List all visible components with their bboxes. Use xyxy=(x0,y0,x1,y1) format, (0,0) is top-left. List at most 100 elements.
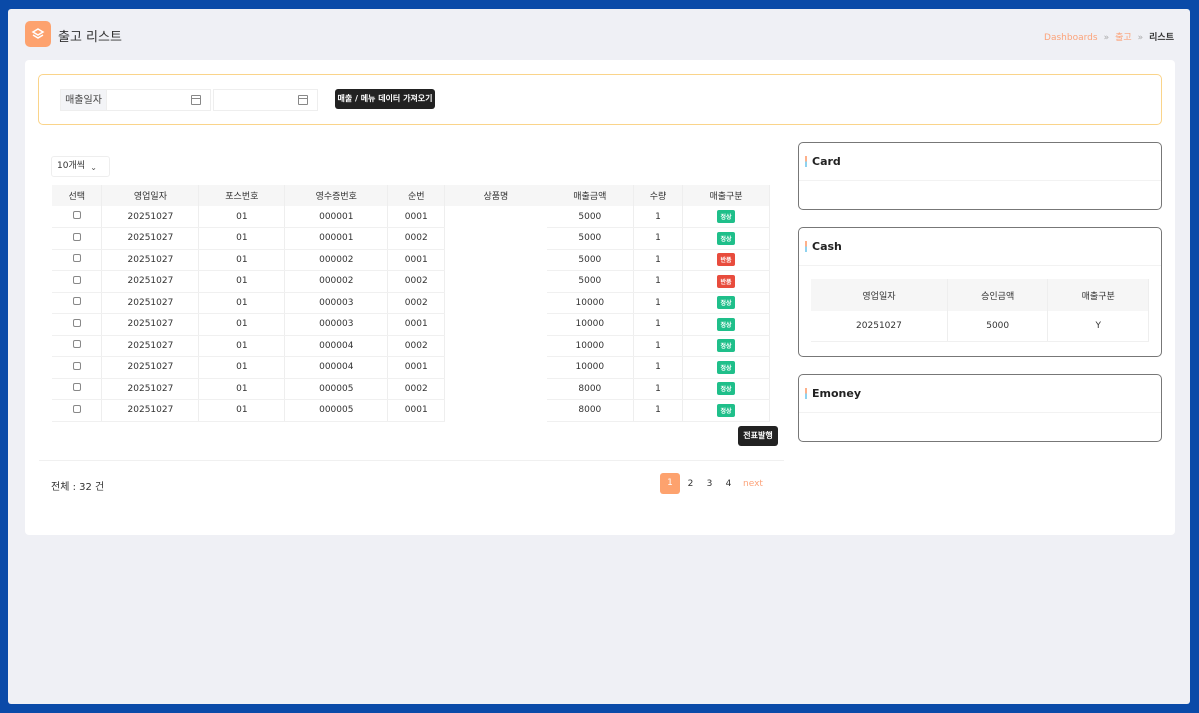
main-card: 매출일자 매출 / 메뉴 데이터 가져오기 10개씩 ⌄ 선택 영업일자 포스번호 영수… xyxy=(25,60,1175,535)
chevron-down-icon: ⌄ xyxy=(90,163,97,172)
page-2-button[interactable]: 2 xyxy=(687,478,694,489)
status-badge: 정상 xyxy=(717,296,735,310)
table-cell: 000003 xyxy=(284,292,389,314)
table-cell: 01 xyxy=(198,313,286,336)
row-checkbox[interactable] xyxy=(72,404,81,413)
table-row[interactable]: 20251027 01 000005 0002 8000 1 정상 xyxy=(52,378,770,400)
table-cell xyxy=(444,292,547,314)
table-row: 20251027 5000 Y xyxy=(811,311,1149,342)
table-row[interactable]: 20251027 01 000001 0001 5000 1 정상 xyxy=(52,206,770,228)
page-4-button[interactable]: 4 xyxy=(725,478,732,489)
pagination: 1 2 3 4 next xyxy=(660,473,768,494)
issue-slip-button[interactable]: 전표발행 xyxy=(738,426,778,446)
table-row[interactable]: 20251027 01 000001 0002 5000 1 정상 xyxy=(52,227,770,250)
breadcrumb-dashboards[interactable]: Dashboards xyxy=(1044,33,1098,43)
column-header: 영업일자 xyxy=(811,279,948,311)
table-cell: 01 xyxy=(198,399,286,422)
row-checkbox[interactable] xyxy=(72,211,81,219)
row-checkbox[interactable] xyxy=(72,383,81,392)
column-header: 포스번호 xyxy=(198,185,286,206)
sales-date-label: 매출일자 xyxy=(60,89,106,111)
table-cell: 0001 xyxy=(387,249,446,271)
table-cell: 8000 xyxy=(546,378,635,400)
table-cell xyxy=(444,378,547,400)
select-cell xyxy=(52,270,103,293)
table-cell: 000005 xyxy=(284,378,389,400)
table-cell xyxy=(444,206,547,228)
table-cell: 000001 xyxy=(284,206,389,228)
emoney-panel: Emoney xyxy=(798,374,1162,442)
table-row[interactable]: 20251027 01 000002 0002 5000 1 반품 xyxy=(52,270,770,293)
table-row[interactable]: 20251027 01 000003 0001 10000 1 정상 xyxy=(52,313,770,336)
date-from-input[interactable] xyxy=(106,89,211,111)
table-cell: 20251027 xyxy=(101,399,200,422)
table-cell: 0002 xyxy=(387,335,446,357)
date-to-input[interactable] xyxy=(213,89,318,111)
table-cell: 0002 xyxy=(387,270,446,293)
table-cell: 1 xyxy=(633,335,683,357)
table-row[interactable]: 20251027 01 000004 0001 10000 1 정상 xyxy=(52,356,770,379)
status-badge: 정상 xyxy=(717,317,735,331)
table-row[interactable]: 20251027 01 000003 0002 10000 1 정상 xyxy=(52,292,770,314)
select-cell xyxy=(52,313,103,336)
next-page-button[interactable]: next xyxy=(743,478,763,489)
column-header: 매출구분 xyxy=(682,185,770,206)
row-checkbox[interactable] xyxy=(72,275,81,284)
table-cell: 1 xyxy=(633,206,683,228)
breadcrumb-outbound[interactable]: 출고 xyxy=(1115,33,1132,43)
table-cell: 20251027 xyxy=(101,206,200,228)
table-cell: 정상 xyxy=(682,292,770,314)
select-cell xyxy=(52,206,103,228)
table-cell: 1 xyxy=(633,378,683,400)
column-header: 매출구분 xyxy=(1047,279,1149,311)
layers-icon xyxy=(25,21,51,47)
table-cell: 20251027 xyxy=(101,313,200,336)
table-row[interactable]: 20251027 01 000005 0001 8000 1 정상 xyxy=(52,399,770,422)
table-cell: 정상 xyxy=(682,227,770,250)
table-cell: 0001 xyxy=(387,313,446,336)
table-cell: 20251027 xyxy=(101,378,200,400)
row-checkbox[interactable] xyxy=(72,254,81,263)
fetch-data-button[interactable]: 매출 / 메뉴 데이터 가져오기 xyxy=(335,89,435,109)
page-3-button[interactable]: 3 xyxy=(706,478,713,489)
row-checkbox[interactable] xyxy=(72,361,81,370)
select-cell xyxy=(52,356,103,379)
calendar-icon[interactable] xyxy=(298,95,308,105)
table-cell: 0002 xyxy=(387,292,446,314)
table-cell: 5000 xyxy=(546,206,635,228)
table-cell: 0002 xyxy=(387,227,446,250)
column-header: 수량 xyxy=(633,185,683,206)
table-cell: 1 xyxy=(633,292,683,314)
table-row[interactable]: 20251027 01 000002 0001 5000 1 반품 xyxy=(52,249,770,271)
row-checkbox[interactable] xyxy=(72,340,81,349)
table-cell: 000004 xyxy=(284,335,389,357)
table-cell: 정상 xyxy=(682,399,770,422)
chevron-right-icon: » xyxy=(1137,33,1144,43)
table-cell: 0001 xyxy=(387,399,446,422)
table-cell: 000002 xyxy=(284,249,389,271)
table-cell: 01 xyxy=(198,270,286,293)
column-header: 상품명 xyxy=(444,185,547,206)
row-checkbox[interactable] xyxy=(72,232,81,241)
select-cell xyxy=(52,292,103,314)
table-cell: 정상 xyxy=(682,206,770,228)
select-cell xyxy=(52,335,103,357)
table-cell: 20251027 xyxy=(811,311,948,342)
breadcrumb-current: 리스트 xyxy=(1149,33,1174,43)
table-cell: 10000 xyxy=(546,335,635,357)
page-size-select[interactable]: 10개씩 ⌄ xyxy=(51,156,110,177)
table-cell: 20251027 xyxy=(101,335,200,357)
calendar-icon[interactable] xyxy=(191,95,201,105)
status-badge: 정상 xyxy=(717,382,735,396)
page-1-button[interactable]: 1 xyxy=(660,473,680,494)
table-cell: 반품 xyxy=(682,249,770,271)
row-checkbox[interactable] xyxy=(72,318,81,327)
table-cell: 01 xyxy=(198,292,286,314)
status-badge: 반품 xyxy=(717,274,735,288)
row-checkbox[interactable] xyxy=(72,297,81,306)
table-cell: 01 xyxy=(198,227,286,250)
filter-panel: 매출일자 매출 / 메뉴 데이터 가져오기 xyxy=(38,74,1162,125)
table-row[interactable]: 20251027 01 000004 0002 10000 1 정상 xyxy=(52,335,770,357)
table-cell xyxy=(444,270,547,292)
divider xyxy=(39,460,784,461)
